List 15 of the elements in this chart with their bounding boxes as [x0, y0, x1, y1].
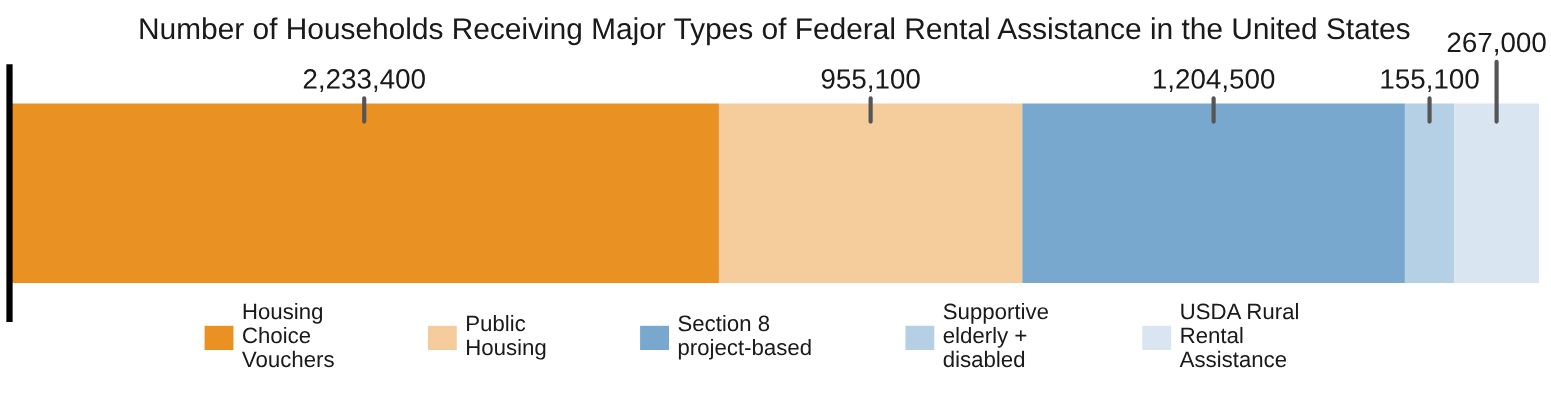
chart-title: Number of Households Receiving Major Types of Federal Rental Assistance in the United States — [140, 17, 1410, 46]
bar — [1404, 103, 1455, 284]
data-label: 155,100 — [1381, 69, 1479, 93]
data-label: 2,233,400 — [303, 69, 425, 93]
legend-label: Housing Choice Vouchers — [242, 303, 334, 368]
legend-label: Section 8 project-based — [678, 314, 811, 360]
legend-label: Public Housing — [467, 314, 546, 360]
legend-label: Supportive elderly + disabled — [943, 303, 1048, 368]
bar — [718, 103, 1023, 284]
data-label: 267,000 — [1447, 32, 1546, 56]
data-label: 955,100 — [821, 69, 920, 93]
data-label: 1,204,500 — [1153, 69, 1275, 93]
bar — [1022, 103, 1405, 284]
legend-label: USDA Rural Rental Assistance — [1179, 303, 1298, 368]
bar — [1454, 103, 1539, 284]
